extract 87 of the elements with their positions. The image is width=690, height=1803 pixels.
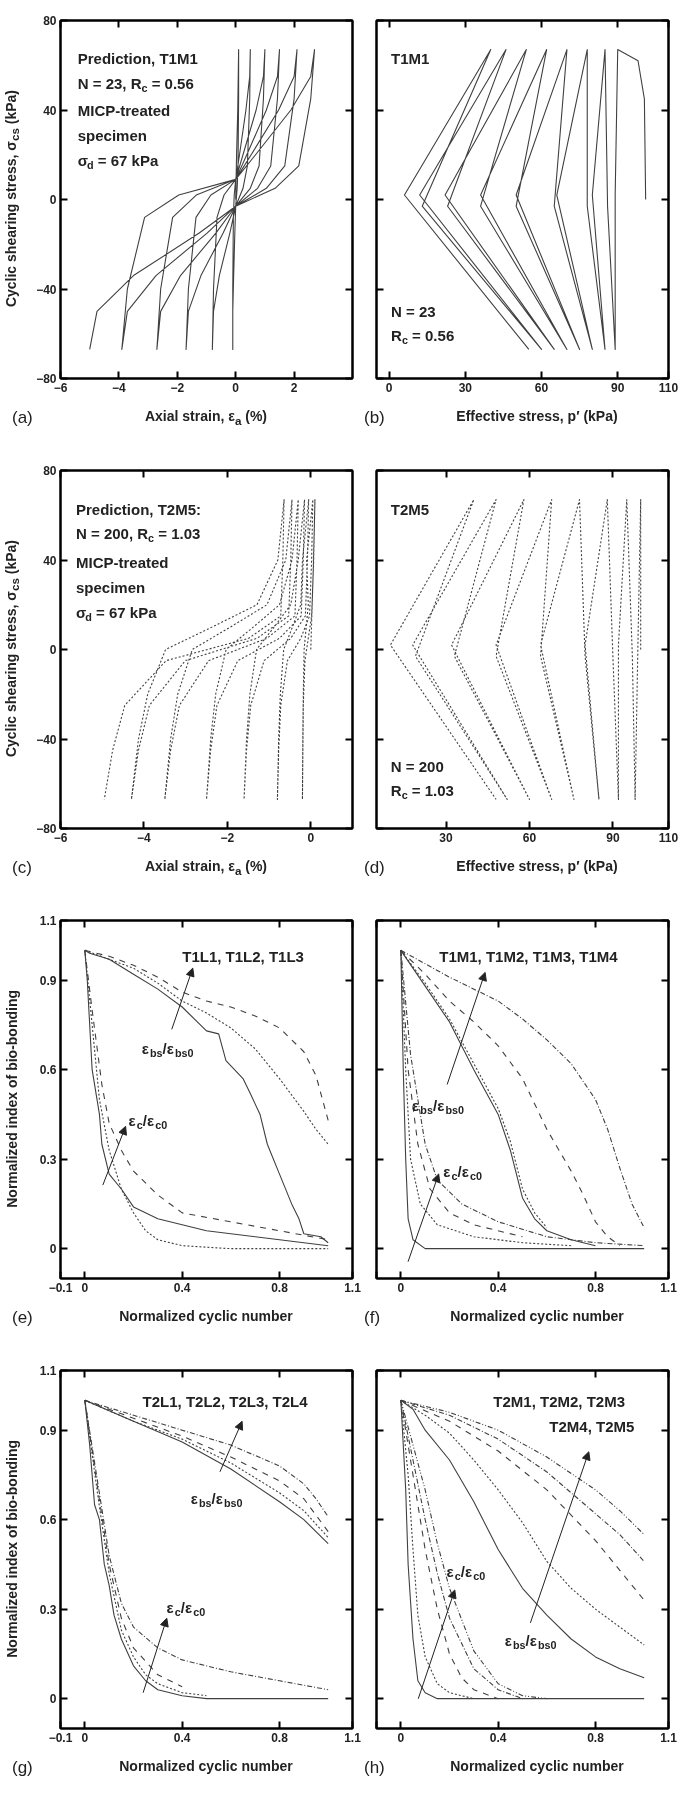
text: (d)	[364, 857, 385, 879]
x-tick-label: −2	[220, 830, 235, 845]
annotation: N = 23	[391, 302, 436, 320]
annotation: Prediction, T1M1	[77, 50, 198, 68]
text: (e)	[12, 1307, 33, 1329]
x-tick-label: 110	[658, 380, 679, 395]
x-axis-title: Effective stress, p′ (kPa)	[455, 857, 619, 876]
x-axis-title: Normalized cyclic number	[118, 1307, 294, 1326]
y-tick-label: −80	[36, 372, 57, 386]
x-tick-label: 0	[397, 1730, 405, 1745]
y-tick-label: 0	[49, 643, 57, 657]
annotation: T2M1, T2M2, T2M3	[493, 1393, 625, 1411]
x-axis-title: Normalized cyclic number	[449, 1307, 625, 1326]
y-tick-label: −80	[36, 822, 57, 836]
x-tick-label: 0.8	[271, 1280, 289, 1295]
x-tick-label: 90	[606, 830, 620, 845]
x-tick-label: 30	[458, 380, 473, 395]
x-axis-title: Axial strain, ε$_{a}$ (%)	[143, 857, 269, 879]
x-tick-label: 1.1	[660, 1280, 678, 1295]
y-tick-label: 0	[49, 1242, 57, 1257]
x-tick-label: 0	[81, 1280, 89, 1295]
x-tick-label: 0	[397, 1280, 405, 1295]
text: (b)	[364, 407, 385, 429]
x-axis-title: Normalized cyclic number	[118, 1757, 294, 1776]
y-tick-label: −40	[36, 282, 57, 297]
annotation: T2L1, T2L2, T2L3, T2L4	[142, 1393, 309, 1411]
x-tick-label: −0.1	[48, 1730, 73, 1745]
x-tick-label: 0	[385, 380, 393, 395]
x-tick-label: 30	[439, 830, 454, 845]
annotation: T1L1, T1L2, T1L3	[182, 947, 304, 965]
text: (c)	[12, 857, 32, 879]
x-tick-label: 0	[81, 1730, 89, 1745]
x-tick-label: 60	[522, 830, 537, 845]
y-tick-label: 1.1	[39, 914, 57, 928]
annotation: T1M1	[391, 50, 430, 68]
y-tick-label: 40	[43, 553, 57, 568]
x-tick-label: 0.4	[173, 1280, 191, 1295]
y-axis-title: Normalized index of bio-bonding	[3, 1440, 21, 1658]
x-tick-label: −2	[170, 380, 185, 395]
x-tick-label: 60	[534, 380, 549, 395]
annotation: T2M5	[390, 501, 430, 519]
y-tick-label: 80	[43, 464, 57, 478]
y-axis-title: Normalized index of bio-bonding	[3, 990, 21, 1208]
y-tick-label: 0.3	[39, 1602, 57, 1617]
annotation: MICP-treated	[77, 102, 171, 120]
x-tick-label: 1.1	[660, 1730, 678, 1745]
x-tick-label: 2	[290, 380, 298, 395]
y-tick-label: 80	[43, 14, 57, 28]
y-tick-label: 0.9	[39, 973, 57, 988]
x-tick-label: 0.4	[173, 1730, 191, 1745]
x-tick-label: 0	[307, 830, 315, 845]
x-tick-label: −0.1	[48, 1280, 73, 1295]
annotation: specimen	[77, 126, 147, 144]
x-tick-label: 0.8	[271, 1730, 289, 1745]
text: (g)	[12, 1757, 33, 1779]
annotation: T2M4, T2M5	[549, 1418, 635, 1436]
x-axis-title: Normalized cyclic number	[449, 1757, 625, 1776]
x-tick-label: 1.1	[344, 1730, 362, 1745]
annotation: Prediction, T2M5:	[75, 501, 202, 519]
annotation: MICP-treated	[75, 553, 169, 571]
x-tick-label: 0.4	[489, 1280, 507, 1295]
x-tick-label: 0.8	[587, 1280, 605, 1295]
x-tick-label: 110	[658, 830, 679, 845]
annotation: specimen	[75, 578, 146, 596]
y-tick-label: 0.6	[39, 1513, 57, 1528]
x-axis-title: Effective stress, p′ (kPa)	[455, 407, 619, 426]
y-tick-label: 0	[49, 1692, 57, 1707]
x-tick-label: −4	[137, 830, 152, 845]
y-tick-label: 0.6	[39, 1063, 57, 1078]
text: (h)	[364, 1757, 385, 1779]
y-tick-label: 1.1	[39, 1364, 57, 1378]
x-tick-label: 0.4	[489, 1730, 507, 1745]
y-tick-label: 0.9	[39, 1423, 57, 1438]
x-tick-label: 1.1	[344, 1280, 362, 1295]
text: (f)	[364, 1307, 381, 1329]
y-tick-label: −40	[36, 732, 57, 747]
annotation: T1M1, T1M2, T1M3, T1M4	[439, 947, 619, 965]
y-tick-label: 0	[49, 193, 57, 207]
x-tick-label: 0.8	[587, 1730, 605, 1745]
x-axis-title: Axial strain, ε$_{a}$ (%)	[143, 407, 269, 429]
x-tick-label: 90	[611, 380, 625, 395]
x-tick-label: −4	[112, 380, 127, 395]
text: (a)	[12, 407, 33, 429]
annotation: N = 200	[390, 758, 444, 776]
x-tick-label: 0	[232, 380, 240, 395]
y-tick-label: 40	[43, 103, 57, 118]
y-tick-label: 0.3	[39, 1152, 57, 1167]
